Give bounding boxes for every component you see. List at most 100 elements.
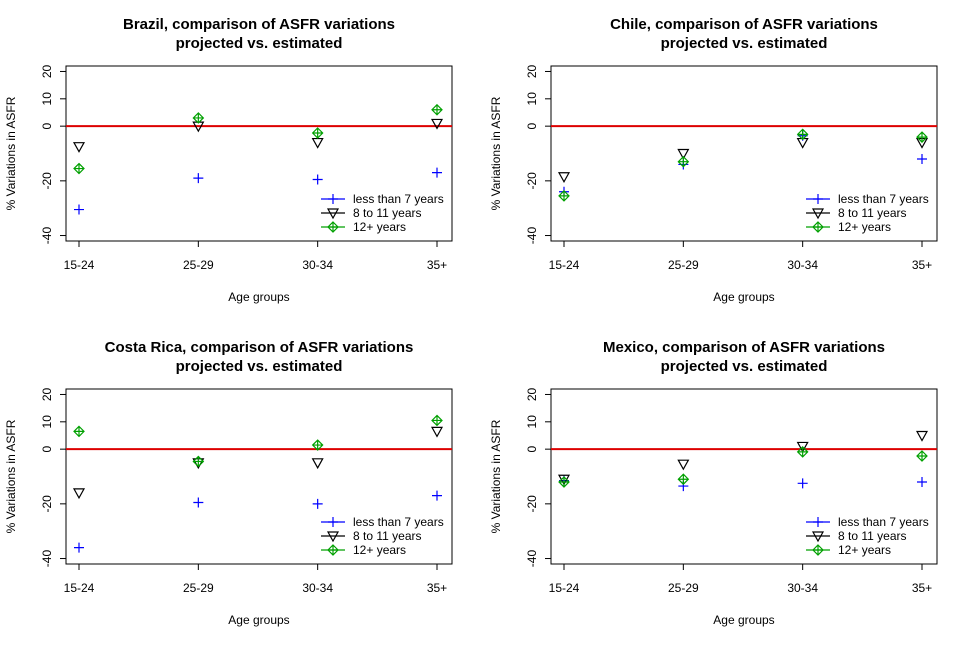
data-point <box>72 142 86 153</box>
x-tick-label: 35+ <box>427 258 447 272</box>
data-point <box>74 204 84 215</box>
chart-title: Costa Rica, comparison of ASFR variation… <box>105 339 414 356</box>
x-tick-label: 15-24 <box>549 258 580 272</box>
data-point <box>73 425 85 438</box>
y-tick-label: 20 <box>40 387 54 401</box>
y-tick-label: 10 <box>525 92 539 106</box>
x-tick-label: 25-29 <box>668 258 699 272</box>
x-tick-label: 25-29 <box>183 581 214 595</box>
y-tick-label: 0 <box>40 123 54 130</box>
legend-label: 8 to 11 years <box>838 529 906 543</box>
data-point <box>311 127 324 139</box>
data-point <box>311 137 324 149</box>
y-tick-label: 20 <box>525 387 539 401</box>
y-tick-label: 10 <box>40 415 54 429</box>
chart-panel: Costa Rica, comparison of ASFR variation… <box>4 339 453 627</box>
plot-frame <box>550 65 938 242</box>
legend-marker <box>328 517 338 527</box>
data-point <box>192 455 205 468</box>
data-point <box>312 498 323 509</box>
x-axis-label: Age groups <box>228 290 289 304</box>
x-axis-label: Age groups <box>713 613 774 627</box>
data-point <box>677 148 690 160</box>
legend-marker <box>811 531 825 543</box>
data-point <box>432 490 442 501</box>
data-point <box>431 414 443 427</box>
data-point <box>797 478 808 489</box>
data-point <box>916 450 928 462</box>
x-tick-label: 15-24 <box>549 581 580 595</box>
x-axis-label: Age groups <box>228 613 289 627</box>
legend-marker <box>327 221 339 233</box>
chart-title: projected vs. estimated <box>176 35 343 52</box>
chart-title: projected vs. estimated <box>661 358 828 375</box>
data-point <box>431 103 443 116</box>
data-point <box>193 497 204 508</box>
data-point <box>192 112 205 124</box>
x-tick-label: 35+ <box>912 258 932 272</box>
data-point <box>677 473 690 486</box>
data-point <box>558 476 570 488</box>
data-point <box>917 476 927 487</box>
x-tick-label: 30-34 <box>787 258 818 272</box>
y-tick-label: 20 <box>525 64 539 78</box>
legend-marker <box>811 208 825 220</box>
chart-title: projected vs. estimated <box>661 35 828 52</box>
legend-marker <box>812 544 824 556</box>
x-tick-label: 35+ <box>427 581 447 595</box>
data-point <box>796 446 809 458</box>
y-tick-label: 20 <box>40 64 54 78</box>
chart-panel: Chile, comparison of ASFR variations proj… <box>489 16 938 304</box>
y-axis-label: % Variations in ASFR <box>489 419 503 533</box>
data-point <box>558 190 570 202</box>
x-tick-label: 15-24 <box>64 581 95 595</box>
legend-label: less than 7 years <box>353 192 444 206</box>
chart-title: Mexico, comparison of ASFR variations <box>603 339 885 356</box>
legend-marker <box>328 194 338 204</box>
x-tick-label: 30-34 <box>302 581 333 595</box>
legend-marker <box>327 544 339 556</box>
x-tick-label: 15-24 <box>64 258 95 272</box>
y-tick-label: 10 <box>525 415 539 429</box>
chart-title: Brazil, comparison of ASFR variations <box>123 16 395 33</box>
legend-label: less than 7 years <box>838 192 929 206</box>
data-point <box>311 458 324 470</box>
legend-label: 8 to 11 years <box>838 206 906 220</box>
chart-title: Chile, comparison of ASFR variations <box>610 16 878 33</box>
legend-label: 8 to 11 years <box>353 206 421 220</box>
y-tick-label: -20 <box>525 172 539 190</box>
plot-frame <box>65 388 453 565</box>
chart-title: projected vs. estimated <box>176 358 343 375</box>
data-point <box>312 174 323 185</box>
data-point <box>311 439 324 451</box>
legend-marker <box>813 517 823 527</box>
data-point <box>73 162 85 175</box>
chart-panel: Brazil, comparison of ASFR variations pro… <box>4 16 453 304</box>
data-point <box>677 459 690 471</box>
legend-marker <box>812 221 824 233</box>
x-axis-label: Age groups <box>713 290 774 304</box>
legend-label: 8 to 11 years <box>353 529 421 543</box>
y-axis-label: % Variations in ASFR <box>4 419 18 533</box>
x-tick-label: 25-29 <box>668 581 699 595</box>
y-tick-label: 0 <box>525 123 539 130</box>
data-point <box>430 426 444 438</box>
legend-label: 12+ years <box>353 543 406 557</box>
data-point <box>193 173 204 184</box>
data-point <box>796 128 809 141</box>
x-tick-label: 30-34 <box>787 581 818 595</box>
data-point <box>677 155 690 168</box>
data-point <box>796 441 809 453</box>
x-tick-label: 30-34 <box>302 258 333 272</box>
x-tick-label: 25-29 <box>183 258 214 272</box>
data-point <box>72 488 86 500</box>
y-tick-label: 0 <box>40 446 54 453</box>
y-tick-label: -40 <box>525 227 539 245</box>
data-point <box>917 153 927 164</box>
legend-label: less than 7 years <box>838 515 929 529</box>
legend-label: 12+ years <box>838 220 891 234</box>
y-tick-label: -20 <box>40 495 54 513</box>
legend-marker <box>326 531 340 543</box>
